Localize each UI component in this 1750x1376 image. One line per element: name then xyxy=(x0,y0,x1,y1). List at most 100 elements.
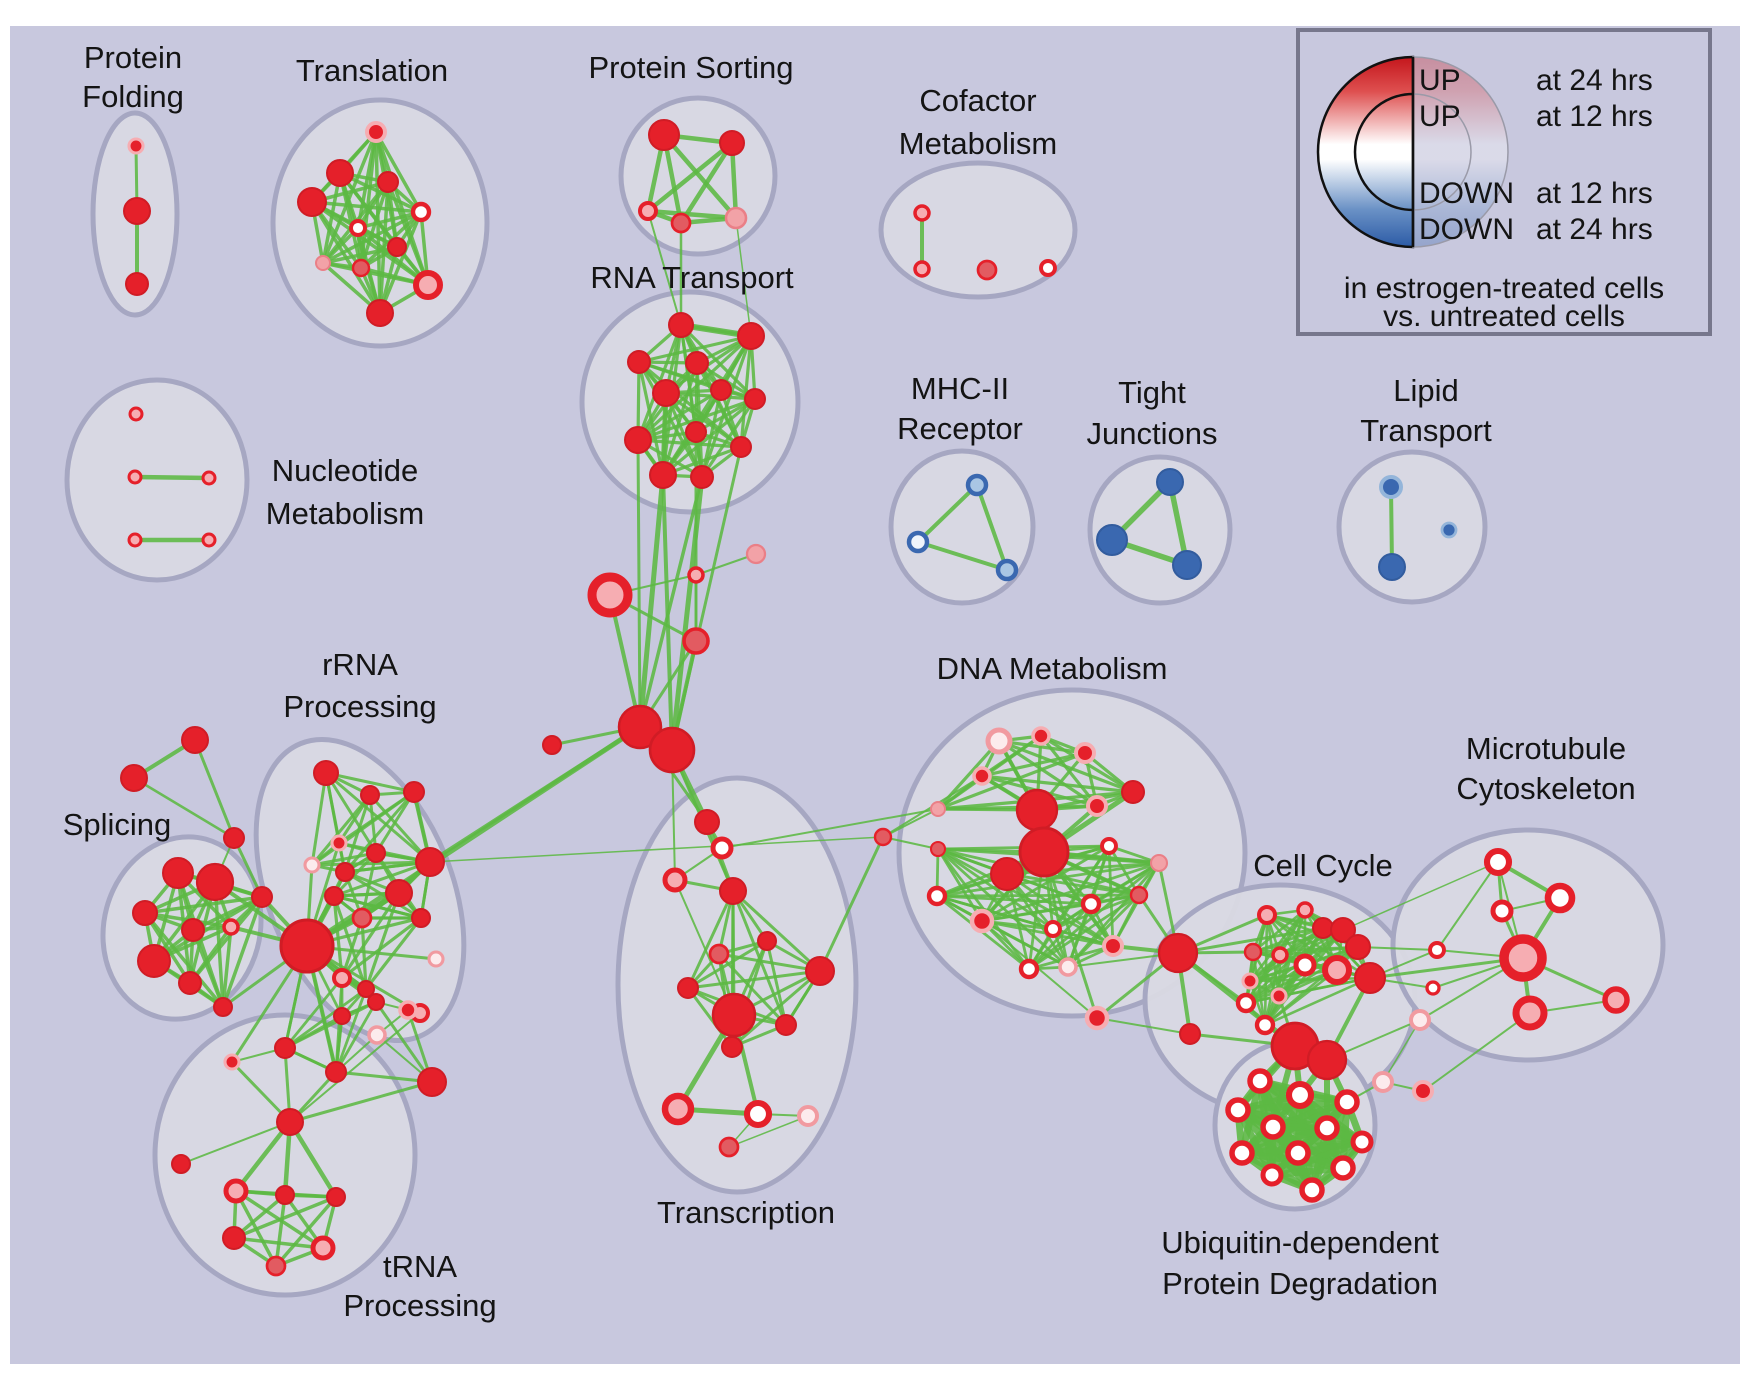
legend-circle-left-icon xyxy=(1316,55,1415,249)
legend-footnote-line1: vs. untreated cells xyxy=(1383,300,1625,333)
network-node-Rp xyxy=(1512,995,1548,1031)
network-node-pR xyxy=(1074,742,1096,764)
network-edge xyxy=(636,388,723,442)
network-edge xyxy=(935,894,1093,906)
network-edge xyxy=(221,895,264,1009)
cluster-ellipse-cofactor-metabolism xyxy=(878,160,1078,300)
network-node-pR xyxy=(223,1053,241,1071)
network-node-R xyxy=(648,726,696,774)
cluster-label-cofactor-metabolism-line0: Cofactor xyxy=(919,83,1036,118)
network-edge xyxy=(132,474,212,481)
network-edge xyxy=(731,889,822,973)
network-node-pR xyxy=(969,908,995,934)
network-node-Rw xyxy=(349,219,367,237)
network-edge xyxy=(1263,953,1282,1027)
network-edge xyxy=(735,217,752,337)
network-node-R xyxy=(325,1061,347,1083)
network-node-R xyxy=(223,827,245,849)
network-node-M xyxy=(1129,885,1149,905)
network-node-Rw xyxy=(1490,899,1514,923)
network-edge xyxy=(981,920,1098,1019)
cluster-label-transcription-line0: Transcription xyxy=(657,1195,835,1230)
cluster-label-nucleotide-metabolism-line1: Metabolism xyxy=(266,496,425,531)
network-edge xyxy=(1176,926,1325,955)
network-node-R xyxy=(120,764,148,792)
network-node-R xyxy=(326,1187,346,1207)
network-node-M xyxy=(351,258,371,278)
network-node-R xyxy=(326,159,354,187)
network-node-Rw xyxy=(1334,1089,1360,1115)
network-node-B xyxy=(1096,524,1128,556)
legend-inner-circle-right-icon xyxy=(1412,93,1472,211)
network-node-Rw xyxy=(1293,953,1317,977)
network-node-pR xyxy=(1086,795,1108,817)
network-node-pR xyxy=(330,834,348,852)
network-edge xyxy=(975,483,1009,572)
network-edge xyxy=(936,847,1055,931)
network-edge xyxy=(310,200,423,214)
network-node-pR xyxy=(972,766,992,786)
network-node-R xyxy=(132,900,158,926)
legend-time-label: at 24 hrs xyxy=(1536,213,1653,246)
network-node-R xyxy=(757,931,777,951)
cluster-label-translation-line0: Translation xyxy=(296,53,448,88)
network-node-R xyxy=(333,1007,351,1025)
network-node-R xyxy=(335,862,355,882)
network-node-R xyxy=(1330,917,1356,943)
network-edge xyxy=(310,793,372,867)
legend-direction-label: DOWN xyxy=(1419,213,1514,246)
network-edge xyxy=(661,132,739,221)
network-node-Rp xyxy=(310,1235,336,1261)
network-node-R xyxy=(367,993,385,1011)
cluster-label-protein-sorting-line0: Protein Sorting xyxy=(588,50,793,85)
network-node-pRw xyxy=(985,727,1013,755)
network-node-Rp xyxy=(128,406,144,422)
legend-inner-circle-left-icon xyxy=(1353,92,1414,212)
network-node-R xyxy=(181,726,209,754)
network-edge xyxy=(374,1000,434,1084)
network-edge xyxy=(1263,968,1339,1027)
network-edge xyxy=(700,397,757,479)
cluster-ellipse-lipid-transport xyxy=(1336,449,1488,605)
network-edge xyxy=(1263,976,1372,1027)
network-node-B xyxy=(1378,553,1406,581)
network-edge xyxy=(1382,1019,1421,1083)
cluster-label-mhc-ii-receptor-line0: MHC-II xyxy=(911,371,1009,406)
network-edge xyxy=(916,483,979,544)
cluster-label-ubiquitin-degradation-line1: Protein Degradation xyxy=(1162,1266,1438,1301)
cluster-label-rna-transport-line0: RNA Transport xyxy=(590,260,794,295)
network-node-Rp xyxy=(1257,905,1277,925)
legend-time-label: at 12 hrs xyxy=(1536,177,1653,210)
network-edge xyxy=(935,861,1161,898)
network-node-Rw xyxy=(1425,980,1441,996)
network-node-R xyxy=(719,877,747,905)
network-node-R xyxy=(297,187,327,217)
network-node-R xyxy=(213,997,233,1017)
network-node-M xyxy=(929,840,947,858)
network-node-M xyxy=(976,259,998,281)
network-node-R xyxy=(357,980,375,998)
network-edge xyxy=(321,245,399,265)
network-edge xyxy=(935,893,1141,898)
network-edge xyxy=(132,776,236,840)
network-node-Rw xyxy=(926,885,948,907)
cluster-label-cofactor-metabolism-line1: Metabolism xyxy=(899,126,1058,161)
network-edge xyxy=(343,790,416,874)
network-node-R xyxy=(385,879,413,907)
network-node-R xyxy=(324,886,344,906)
cluster-ellipse-trna-processing xyxy=(152,1012,418,1298)
network-node-P xyxy=(724,206,748,230)
network-node-R xyxy=(123,197,151,225)
legend-time-label: at 24 hrs xyxy=(1536,64,1653,97)
cluster-label-rrna-processing-line1: Processing xyxy=(283,689,436,724)
network-node-R xyxy=(627,350,651,374)
network-edge xyxy=(152,895,264,963)
network-node-R xyxy=(162,857,194,889)
network-node-R xyxy=(366,843,386,863)
cluster-label-protein-folding-line0: Protein xyxy=(84,40,182,75)
network-node-Rw xyxy=(1299,1177,1325,1203)
network-edge xyxy=(233,1119,293,1194)
network-node-R xyxy=(251,886,273,908)
